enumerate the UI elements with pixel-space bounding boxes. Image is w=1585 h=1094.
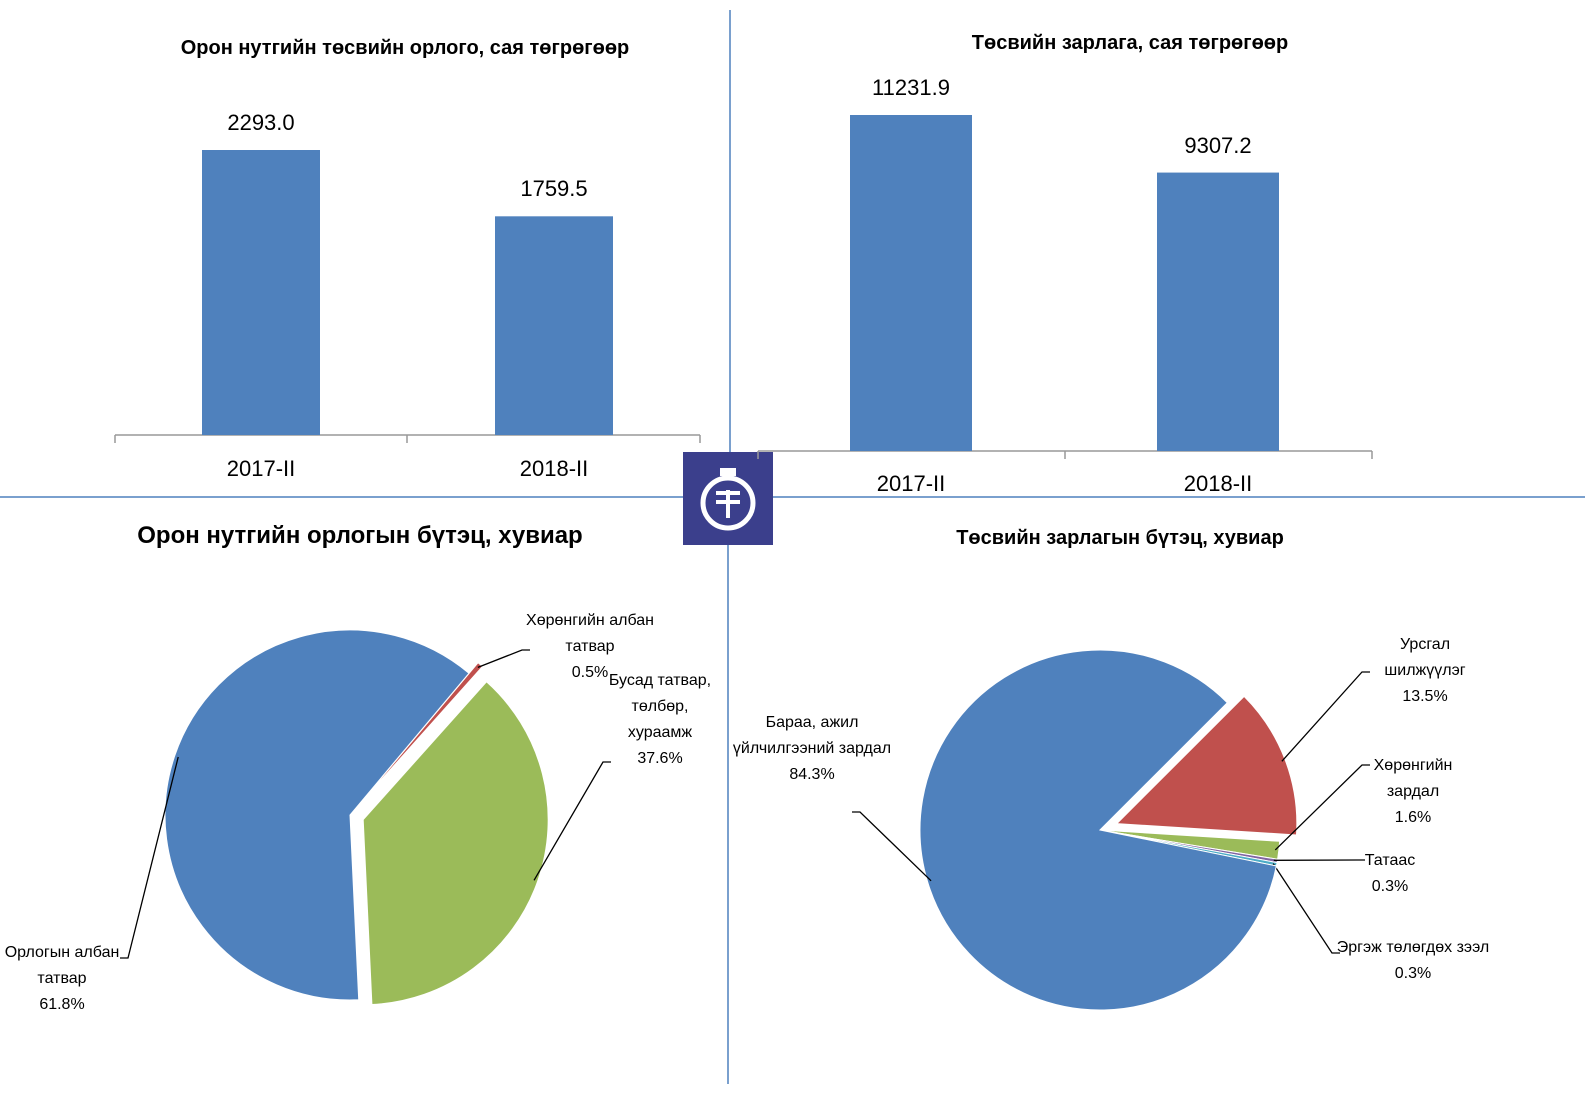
x-tick-label: 2018-II [519, 456, 589, 481]
slice-name: Урсгал шилжүүлэг [1384, 636, 1466, 679]
slice-name: Эргэж төлөгдөх зээл [1336, 939, 1490, 956]
data-label: 11231.9 [872, 75, 950, 100]
x-tick-label: 2017-II [876, 471, 946, 496]
x-tick-label: 2018-II [1183, 471, 1253, 496]
slice-value: 1.6% [1394, 809, 1432, 826]
data-label: Орлогын албан татвар 61.8% [0, 940, 127, 1018]
slice-value: 84.3% [789, 766, 835, 783]
pie-slice [362, 681, 549, 1006]
bar [495, 216, 613, 435]
leader-line [120, 756, 179, 959]
bar [202, 150, 320, 435]
slice-value: 61.8% [39, 996, 85, 1013]
data-label: Эргэж төлөгдөх зээл 0.3% [1328, 935, 1498, 987]
pie-slice [358, 661, 484, 805]
data-label: 1759.5 [520, 176, 588, 202]
data-label: Татаас 0.3% [1340, 848, 1440, 900]
data-label: Урсгал шилжүүлэг 13.5% [1360, 632, 1490, 710]
slice-name: Бараа, ажил үйлчилгээний зардал [732, 714, 892, 757]
slice-value: 0.3% [1371, 878, 1409, 895]
chart-title: Орон нутгийн төсвийн орлого, сая төгрөгө… [180, 37, 630, 59]
data-label: 2293.0 [227, 110, 295, 135]
pie-slice [1115, 695, 1298, 836]
chart-title: Орон нутгийн орлогын бүтэц, хувиар [137, 522, 583, 549]
data-label: Бараа, ажил үйлчилгээний зардал 84.3% [732, 710, 892, 788]
chart-title: Төсвийн зарлага, сая төгрөгөөр [971, 32, 1289, 54]
slice-name: Татаас [1364, 852, 1416, 869]
slice-value: 37.6% [637, 750, 683, 767]
slice-name: Орлогын албан татвар [4, 944, 120, 987]
pie-slice [164, 629, 470, 1001]
data-label: Бусад татвар, төлбөр, хураамж 37.6% [605, 668, 715, 772]
slice-name: Хөрөнгийн албан татвар [526, 612, 654, 655]
bar [850, 115, 972, 451]
slice-value: 13.5% [1402, 688, 1448, 705]
leader-line [1281, 671, 1370, 762]
pie-slice [919, 649, 1277, 1011]
data-label: Хөрөнгийн зардал 1.6% [1348, 753, 1478, 831]
x-tick-label: 2017-II [226, 456, 296, 481]
slice-value: 0.5% [571, 664, 609, 681]
slice-name: Хөрөнгийн зардал [1373, 757, 1453, 800]
slice-name: Бусад татвар, төлбөр, хураамж [608, 672, 712, 741]
leader-line [1274, 764, 1370, 851]
slice-value: 0.3% [1394, 965, 1432, 982]
leader-line [533, 761, 611, 881]
chart-title: Төсвийн зарлагын бүтэц, хувиар [956, 527, 1284, 549]
data-label: Хөрөнгийн албан татвар 0.5% [520, 608, 660, 686]
leader-line [1272, 863, 1340, 954]
leader-line [852, 811, 932, 882]
data-label: 9307.2 [1184, 132, 1252, 158]
logo [683, 452, 773, 545]
bar [1157, 172, 1279, 451]
leader-line [477, 649, 530, 668]
